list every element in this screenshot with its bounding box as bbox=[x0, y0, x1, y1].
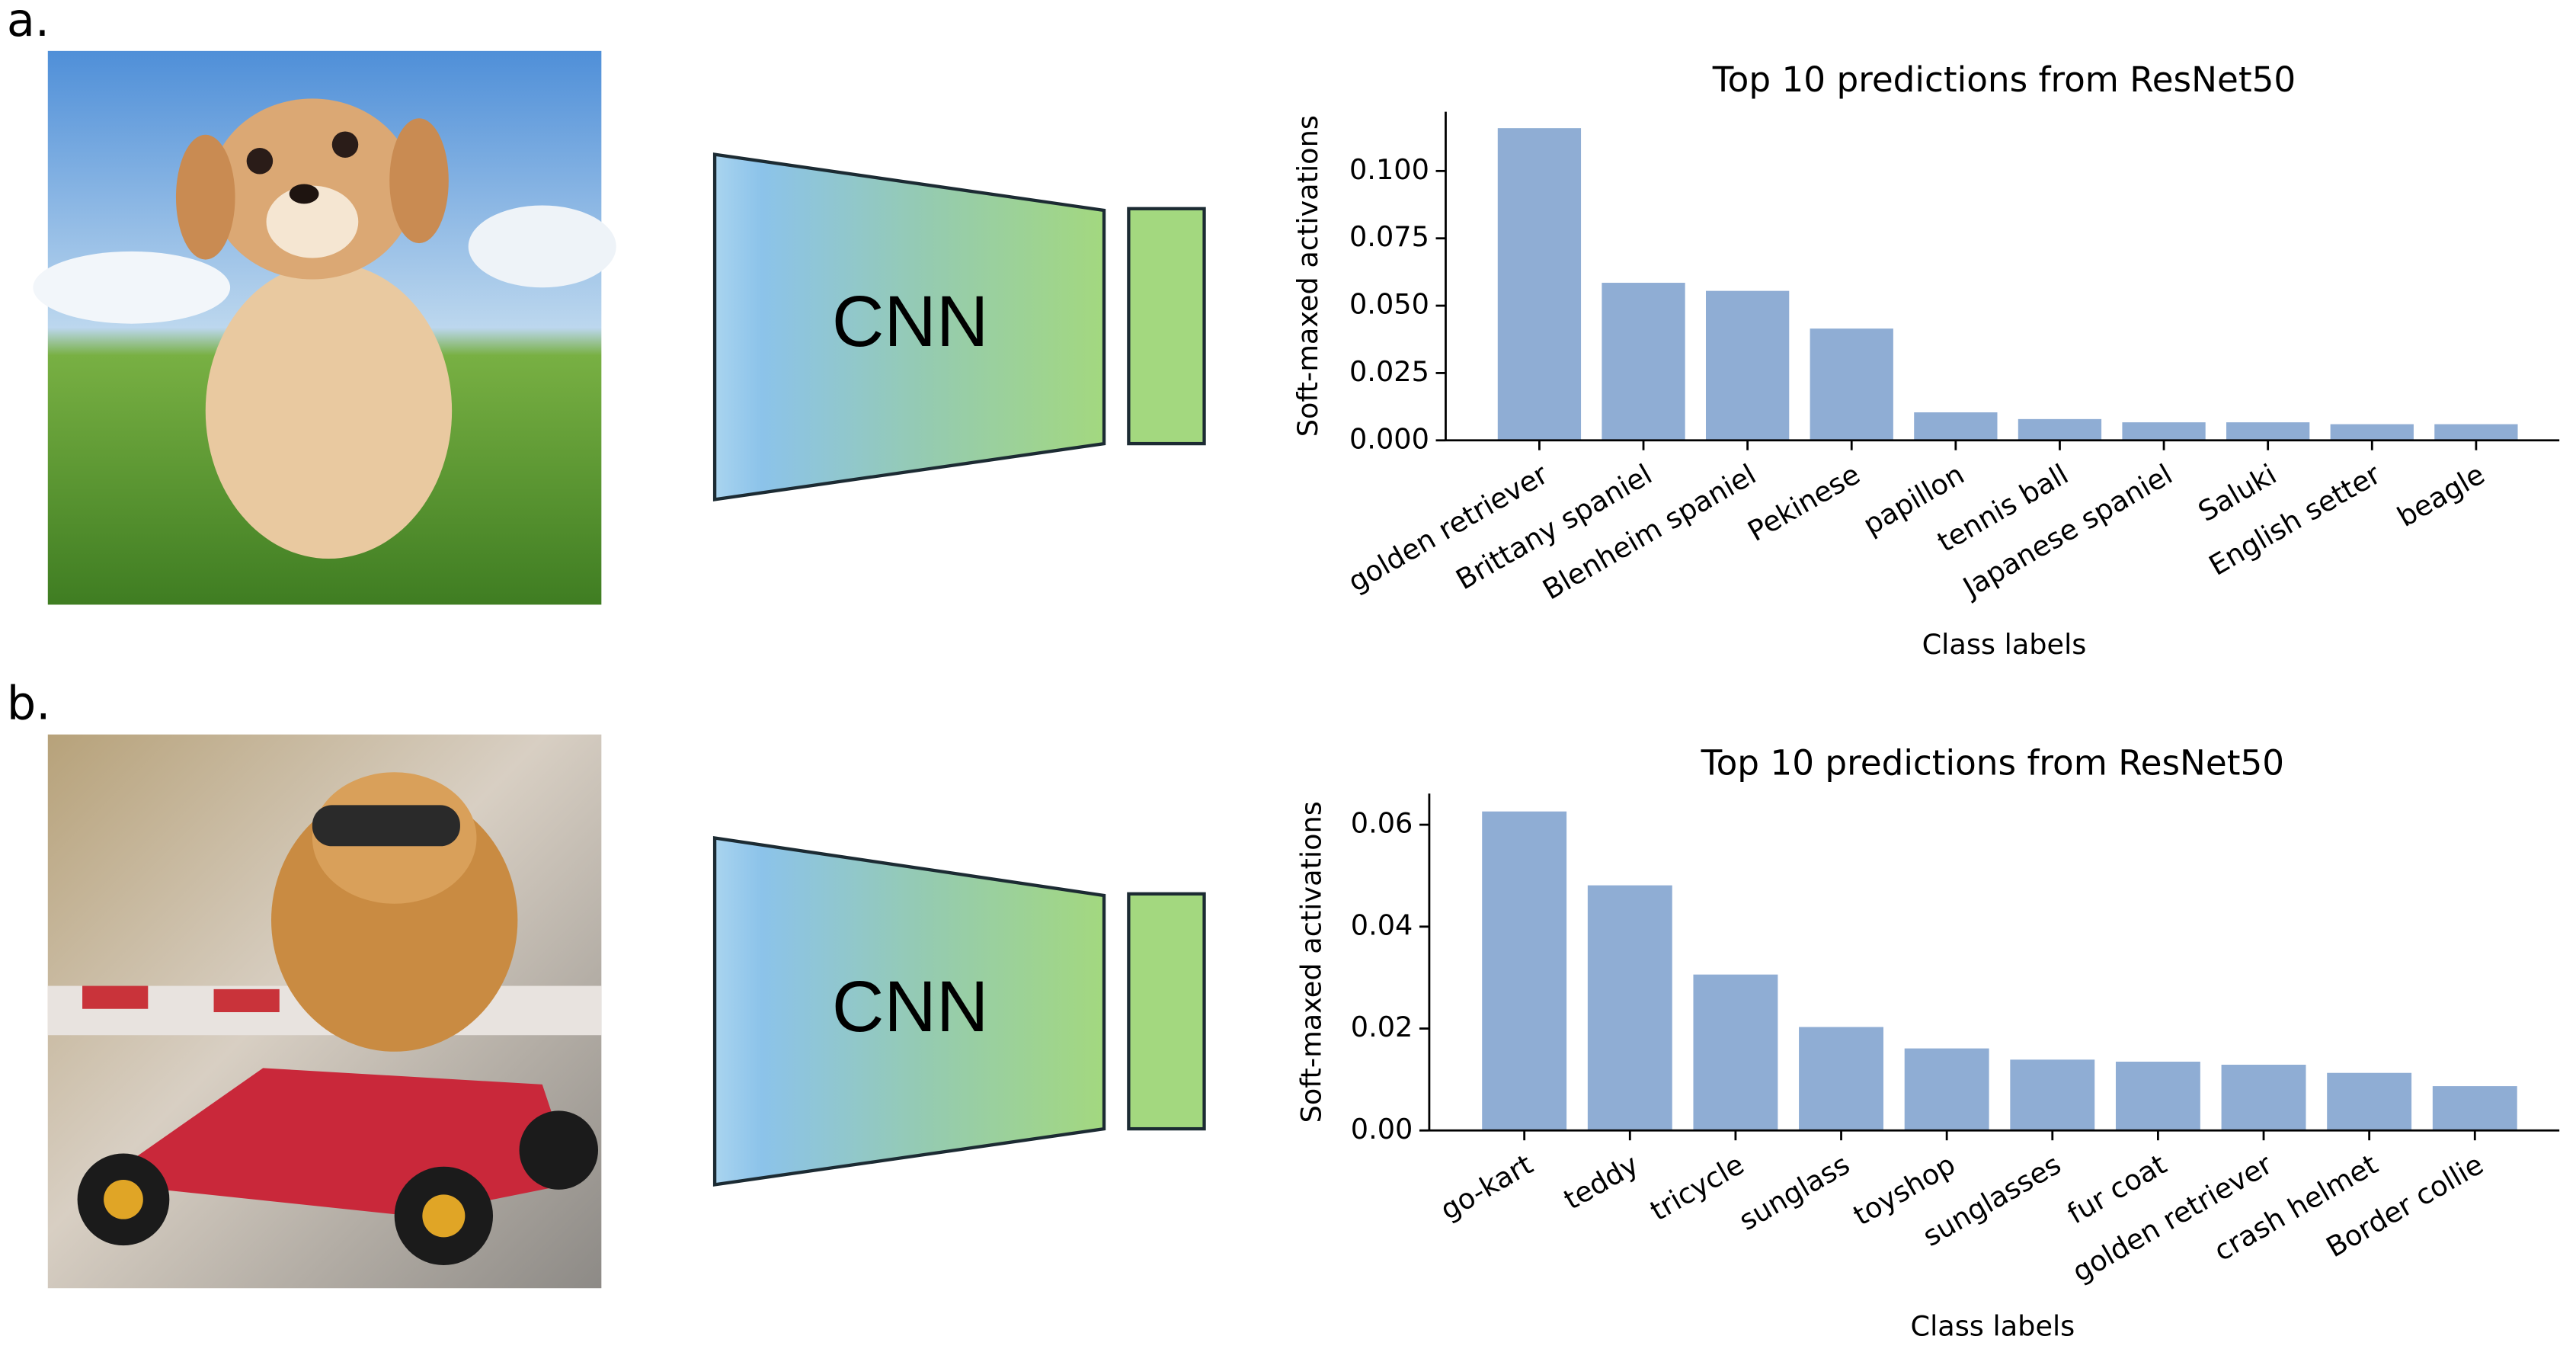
y-tick-label: 0.00 bbox=[1351, 1113, 1413, 1146]
cnn-diagram: CNN bbox=[712, 152, 1206, 501]
panel-label: a. bbox=[7, 0, 50, 47]
x-tick-label: teddy bbox=[1558, 1148, 1644, 1216]
bar bbox=[2330, 424, 2414, 441]
x-axis-label: Class labels bbox=[1911, 1309, 2075, 1342]
x-tick-label: tricycle bbox=[1644, 1148, 1749, 1227]
chart-title: Top 10 predictions from ResNet50 bbox=[1712, 59, 2296, 100]
y-tick-label: 0.025 bbox=[1349, 355, 1429, 388]
y-tick-label: 0.100 bbox=[1349, 153, 1429, 186]
bar bbox=[1602, 283, 1685, 441]
bar bbox=[2434, 424, 2518, 441]
bar bbox=[1810, 328, 1893, 441]
panel-label: b. bbox=[7, 678, 51, 731]
input-image bbox=[47, 734, 602, 1289]
bar bbox=[1497, 128, 1582, 441]
bar bbox=[2327, 1072, 2412, 1131]
y-tick-label: 0.075 bbox=[1349, 220, 1429, 253]
bar bbox=[2122, 422, 2206, 441]
bar bbox=[1904, 1048, 1989, 1131]
x-tick-label: beagle bbox=[2392, 458, 2490, 534]
bar bbox=[2010, 1059, 2095, 1131]
x-tick-label: go-kart bbox=[1435, 1148, 1538, 1226]
bar bbox=[2226, 422, 2310, 441]
y-tick-label: 0.04 bbox=[1351, 908, 1413, 941]
x-tick-label: English setter bbox=[2203, 457, 2386, 582]
model-label: CNN bbox=[832, 966, 988, 1047]
x-tick-label: sunglass bbox=[1733, 1148, 1855, 1237]
x-tick-label: Pekinese bbox=[1742, 458, 1866, 548]
bar bbox=[1914, 412, 1998, 441]
bar bbox=[1705, 290, 1790, 441]
bar bbox=[2221, 1065, 2306, 1131]
y-axis-label: Soft-maxed activations bbox=[1291, 115, 1324, 437]
bar bbox=[1693, 974, 1778, 1131]
bar bbox=[1587, 885, 1672, 1131]
y-axis-label: Soft-maxed activations bbox=[1294, 801, 1327, 1123]
bar bbox=[2432, 1086, 2517, 1131]
y-tick-label: 0.06 bbox=[1351, 807, 1413, 840]
model-label: CNN bbox=[832, 281, 988, 362]
y-tick-label: 0.02 bbox=[1351, 1011, 1413, 1043]
y-tick-label: 0.050 bbox=[1349, 288, 1429, 321]
y-tick-label: 0.000 bbox=[1349, 422, 1429, 455]
chart-title: Top 10 predictions from ResNet50 bbox=[1701, 743, 2284, 783]
bar bbox=[2018, 418, 2102, 441]
input-image bbox=[33, 50, 616, 605]
bar bbox=[1799, 1027, 1883, 1131]
bar bbox=[1482, 811, 1567, 1131]
cnn-diagram: CNN bbox=[712, 836, 1206, 1187]
bar bbox=[2115, 1061, 2200, 1131]
x-axis-label: Class labels bbox=[1922, 628, 2087, 661]
